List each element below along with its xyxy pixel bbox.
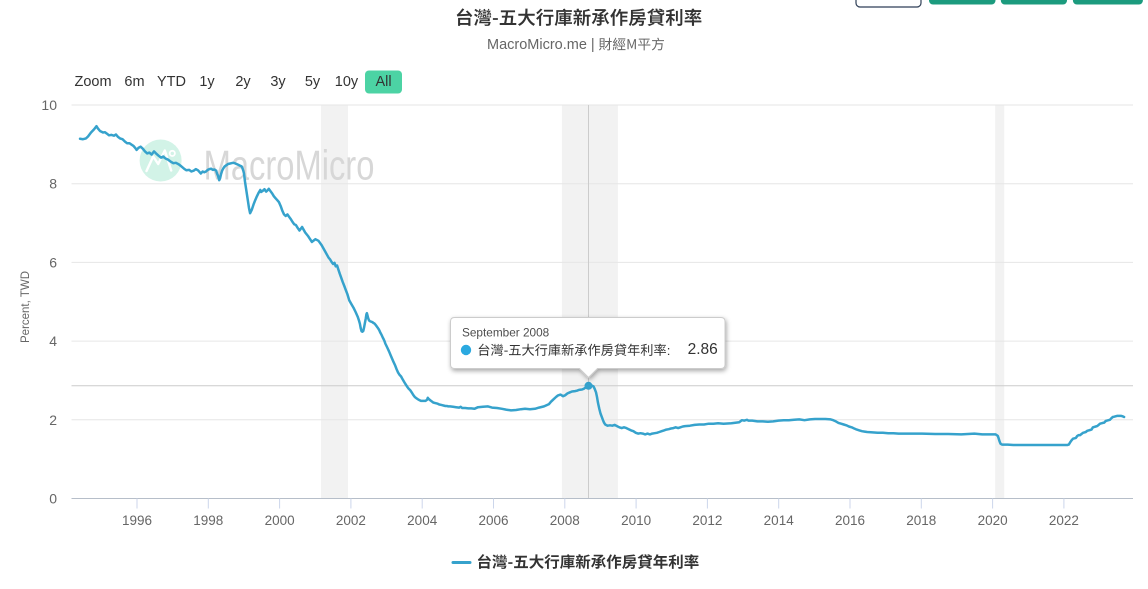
svg-text:2014: 2014 bbox=[764, 513, 795, 528]
svg-text:6: 6 bbox=[49, 254, 57, 270]
svg-text:2y: 2y bbox=[235, 74, 251, 90]
svg-text:MacroMicro.me |: MacroMicro.me | bbox=[487, 37, 595, 53]
svg-text:2022: 2022 bbox=[1049, 513, 1079, 528]
svg-text:8: 8 bbox=[49, 176, 57, 192]
svg-text:1998: 1998 bbox=[193, 513, 223, 528]
svg-text:10y: 10y bbox=[335, 74, 359, 90]
svg-text:6m: 6m bbox=[124, 74, 144, 90]
svg-text:5y: 5y bbox=[305, 74, 321, 90]
svg-text:MacroMicro: MacroMicro bbox=[204, 142, 375, 189]
svg-text:2018: 2018 bbox=[906, 513, 936, 528]
svg-text:3y: 3y bbox=[270, 74, 286, 90]
svg-text:2008: 2008 bbox=[550, 513, 580, 528]
svg-text::: : bbox=[667, 343, 671, 358]
svg-text:2010: 2010 bbox=[621, 513, 651, 528]
svg-text:1996: 1996 bbox=[122, 513, 152, 528]
svg-text:September 2008: September 2008 bbox=[462, 326, 550, 340]
svg-text:All: All bbox=[375, 74, 391, 90]
svg-text:2016: 2016 bbox=[835, 513, 865, 528]
svg-text:2000: 2000 bbox=[265, 513, 295, 528]
svg-text:2002: 2002 bbox=[336, 513, 366, 528]
svg-text:2006: 2006 bbox=[478, 513, 508, 528]
svg-text:10: 10 bbox=[41, 97, 57, 113]
svg-text:4: 4 bbox=[49, 333, 57, 349]
svg-text:YTD: YTD bbox=[157, 74, 186, 90]
svg-text:0: 0 bbox=[49, 491, 57, 507]
svg-text:2012: 2012 bbox=[692, 513, 722, 528]
svg-text:Zoom: Zoom bbox=[75, 74, 112, 90]
svg-text:2.86: 2.86 bbox=[688, 341, 718, 358]
svg-text:Percent, TWD: Percent, TWD bbox=[20, 271, 32, 343]
svg-text:2004: 2004 bbox=[407, 513, 438, 528]
svg-text:2020: 2020 bbox=[978, 513, 1008, 528]
svg-text:1y: 1y bbox=[199, 74, 215, 90]
svg-text:2: 2 bbox=[49, 412, 57, 428]
